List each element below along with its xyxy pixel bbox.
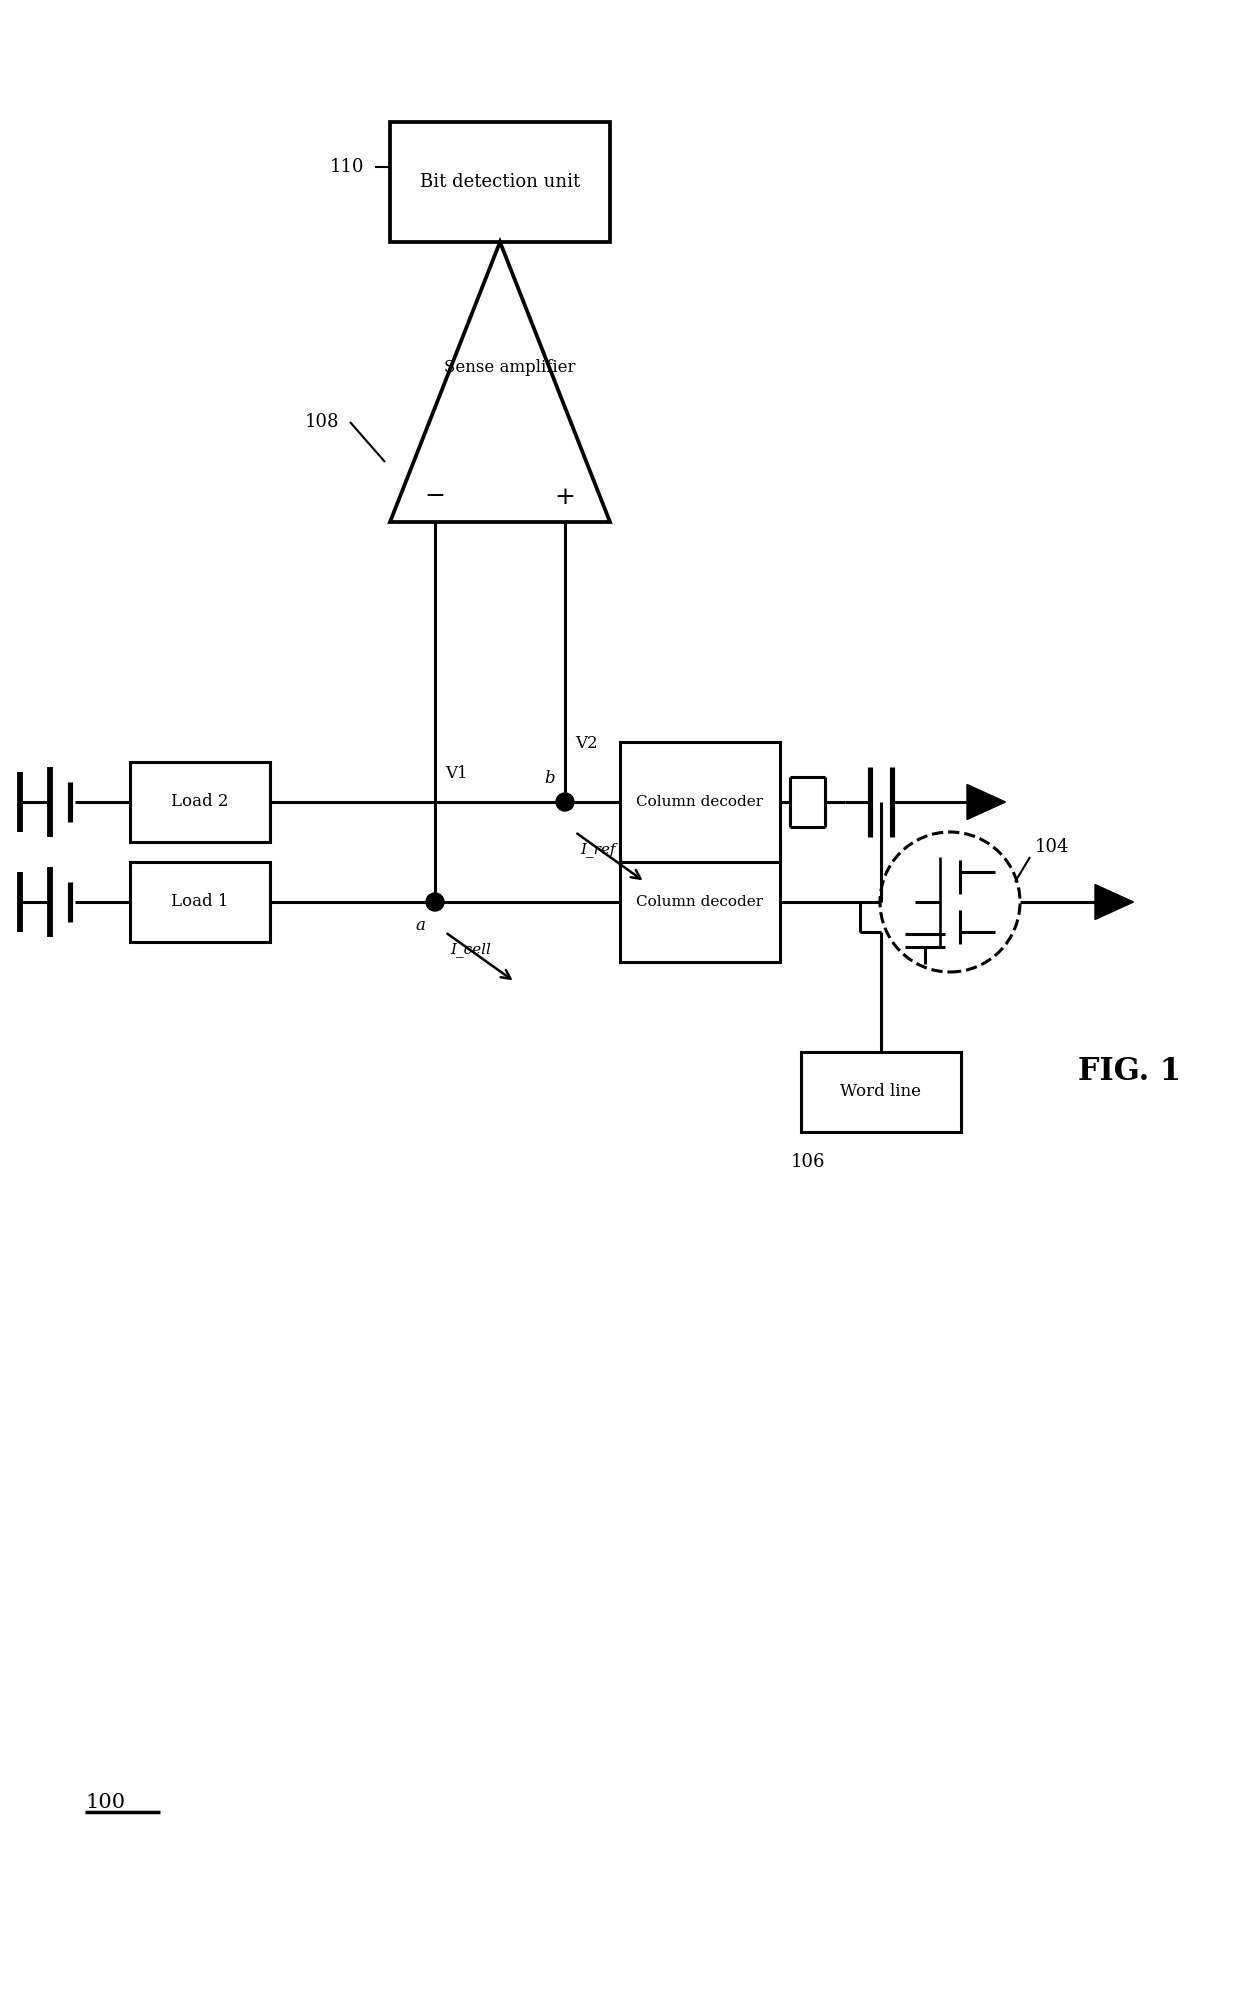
Text: Word line: Word line: [841, 1083, 921, 1101]
Circle shape: [556, 793, 574, 811]
Text: +: +: [554, 486, 575, 509]
Text: −: −: [424, 486, 445, 509]
Text: a: a: [415, 917, 425, 935]
Text: V2: V2: [575, 735, 598, 753]
Text: Load 1: Load 1: [171, 893, 228, 911]
Text: I_ref: I_ref: [580, 843, 615, 857]
Text: 104: 104: [1035, 839, 1069, 857]
Bar: [130, 763, 270, 843]
Text: 100: 100: [86, 1792, 125, 1812]
Text: Bit detection unit: Bit detection unit: [420, 172, 580, 190]
Text: FIG. 1: FIG. 1: [1079, 1057, 1182, 1087]
Text: 108: 108: [305, 412, 340, 430]
Text: 106: 106: [791, 1153, 826, 1171]
Circle shape: [427, 893, 444, 911]
Bar: [391, 122, 610, 242]
Bar: [130, 863, 270, 943]
Text: Sense amplifier: Sense amplifier: [444, 358, 575, 376]
Text: Column decoder: Column decoder: [636, 895, 764, 909]
Text: V1: V1: [445, 765, 467, 783]
Text: Load 2: Load 2: [171, 793, 228, 811]
Bar: [801, 1051, 961, 1131]
Text: b: b: [544, 771, 556, 787]
Text: Column decoder: Column decoder: [636, 795, 764, 809]
Text: 110: 110: [330, 158, 365, 176]
Polygon shape: [967, 785, 1006, 819]
Polygon shape: [1095, 885, 1133, 919]
Bar: [620, 843, 780, 963]
Text: I_cell: I_cell: [450, 943, 491, 957]
Bar: [620, 743, 780, 863]
